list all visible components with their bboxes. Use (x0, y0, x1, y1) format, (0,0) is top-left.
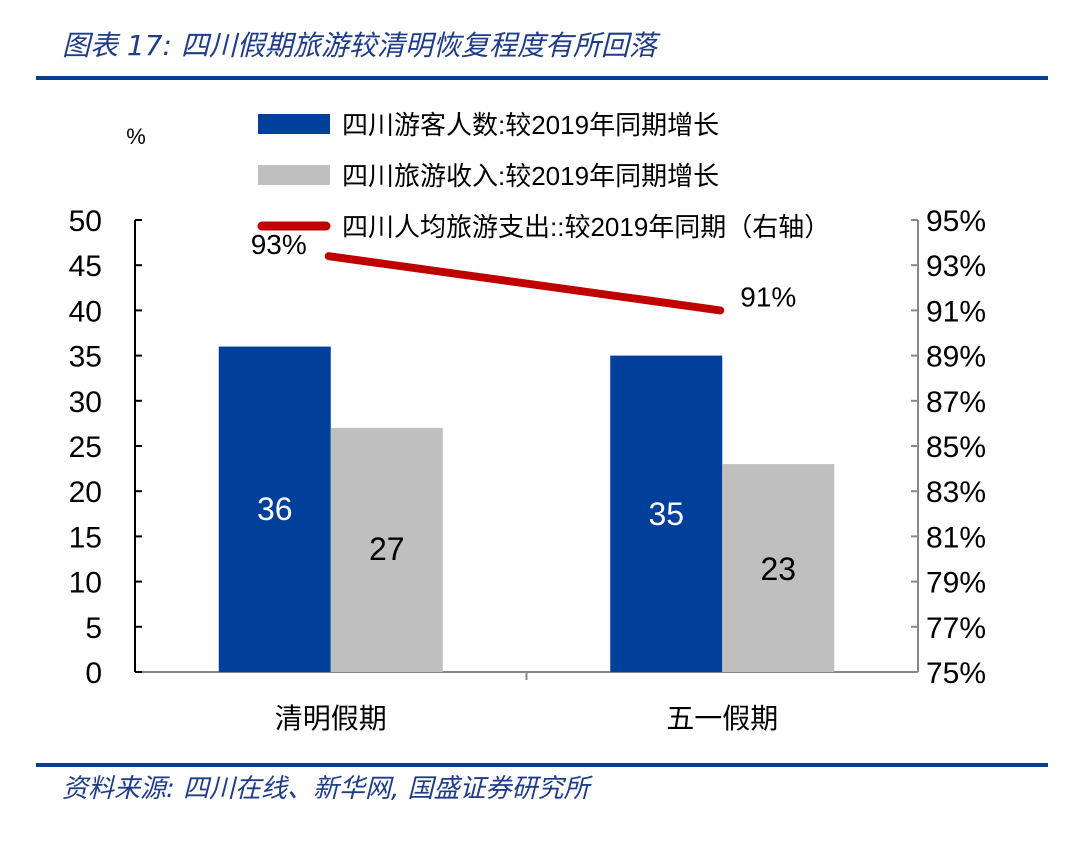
title-divider (36, 76, 1048, 80)
legend-label: 四川人均旅游支出::较2019年同期（右轴） (342, 212, 830, 242)
y2-tick-label: 91% (926, 295, 986, 328)
y-tick-label: 35 (69, 341, 102, 374)
legend-label: 四川旅游收入:较2019年同期增长 (342, 161, 719, 191)
bar (218, 346, 331, 672)
legend-swatch (258, 114, 330, 134)
y2-tick-label: 79% (926, 567, 986, 600)
y2-tick-label: 81% (926, 521, 986, 554)
y-tick-label: 40 (69, 295, 102, 328)
y2-tick-label: 95% (926, 205, 986, 238)
y2-tick-label: 87% (926, 386, 986, 419)
y2-tick-label: 77% (926, 612, 986, 645)
y-tick-label: 5 (85, 612, 102, 645)
y-tick-label: 45 (69, 250, 102, 283)
bar-data-label: 23 (760, 551, 796, 587)
bar (722, 464, 835, 672)
y-tick-label: 10 (69, 567, 102, 600)
bar-data-label: 36 (257, 491, 293, 527)
y2-tick-label: 93% (926, 250, 986, 283)
source-divider (36, 763, 1048, 767)
y-tick-label: 30 (69, 386, 102, 419)
line-data-label: 91% (740, 281, 796, 312)
legend-swatch (258, 165, 330, 185)
bar (610, 355, 723, 672)
legend-label: 四川游客人数:较2019年同期增长 (342, 110, 719, 140)
bar-data-label: 35 (648, 496, 684, 532)
y-tick-label: 20 (69, 476, 102, 509)
y-tick-label: 15 (69, 521, 102, 554)
x-tick-label: 五一假期 (666, 703, 778, 734)
y-axis-unit: % (126, 124, 146, 149)
line-data-label: 93% (251, 229, 307, 260)
y-tick-label: 25 (69, 431, 102, 464)
y2-tick-label: 75% (926, 657, 986, 690)
y-tick-label: 50 (69, 205, 102, 238)
bar-data-label: 27 (369, 531, 405, 567)
y2-tick-label: 89% (926, 341, 986, 374)
line-series (324, 252, 725, 315)
source-note: 资料来源: 四川在线、新华网, 国盛证券研究所 (62, 774, 590, 804)
y2-tick-label: 85% (926, 431, 986, 464)
x-tick-label: 清明假期 (275, 703, 387, 734)
y2-tick-label: 83% (926, 476, 986, 509)
y-tick-label: 0 (85, 657, 102, 690)
chart-title: 图表 17: 四川假期旅游较清明恢复程度有所回落 (62, 29, 657, 62)
bar (330, 427, 443, 672)
